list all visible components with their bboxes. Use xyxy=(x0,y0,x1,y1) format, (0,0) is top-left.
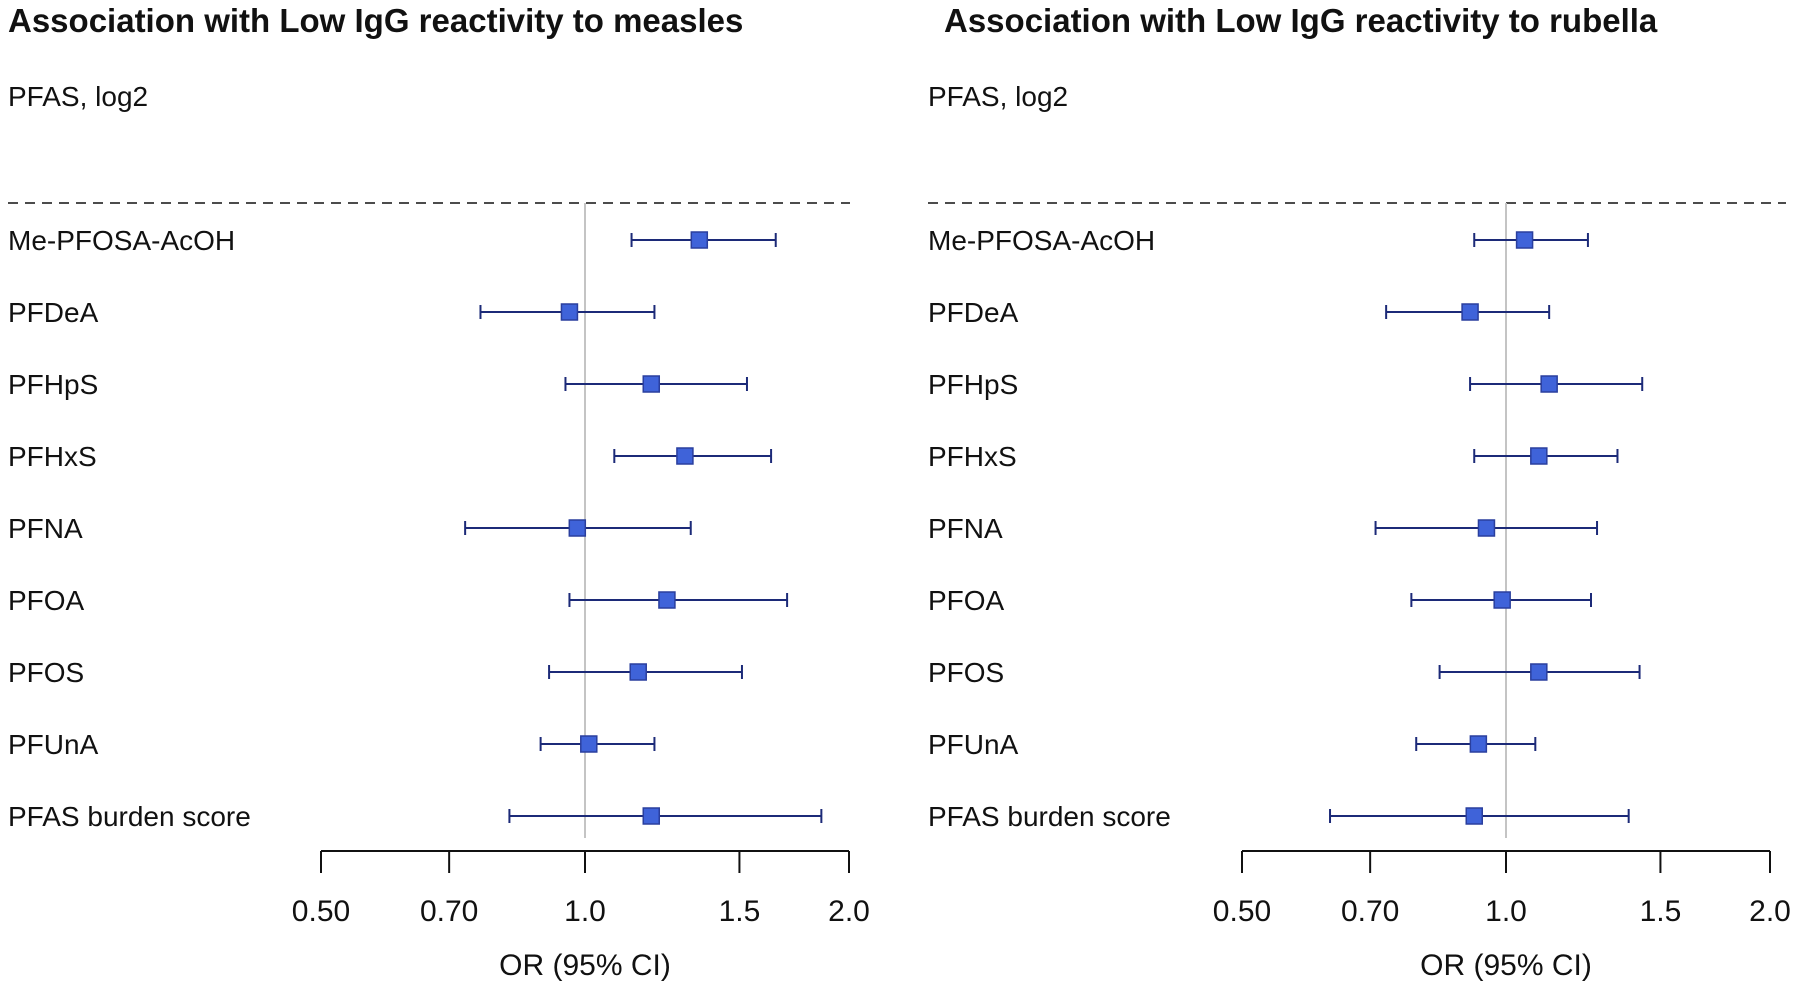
row-label: PFOS xyxy=(928,657,1004,688)
or-point-marker xyxy=(568,519,587,537)
or-point-marker xyxy=(690,231,709,249)
forest-row: PFAS burden score xyxy=(8,801,823,832)
forest-row: PFHpS xyxy=(8,369,748,400)
forest-row: PFOS xyxy=(8,657,743,688)
or-point-marker xyxy=(1493,591,1511,609)
or-point-marker xyxy=(1465,807,1483,825)
row-label: PFDeA xyxy=(8,297,99,328)
or-point-marker xyxy=(629,663,647,681)
or-point-marker xyxy=(1530,663,1548,681)
x-axis: 0.50 0.70 1.0 1.5 2.0 xyxy=(292,850,870,928)
or-point-marker xyxy=(1540,375,1558,393)
row-label: PFDeA xyxy=(928,297,1019,328)
forest-row: PFNA xyxy=(928,513,1599,544)
row-label: PFNA xyxy=(928,513,1003,544)
panel-rows: Me-PFOSA-AcOH PFDeA PFHpS PFHxS PFNA PFOA PFOS… xyxy=(928,203,1644,838)
x-tick-label: 2.0 xyxy=(1749,895,1791,928)
forest-row: PFHpS xyxy=(928,369,1644,400)
row-label: PFHpS xyxy=(928,369,1018,400)
x-tick-label: 1.5 xyxy=(1640,895,1682,928)
or-point-marker xyxy=(1461,303,1479,321)
forest-row: PFHxS xyxy=(928,441,1619,472)
row-label: PFHxS xyxy=(928,441,1017,472)
x-tick-label: 0.70 xyxy=(420,895,478,928)
row-label: PFAS burden score xyxy=(928,801,1171,832)
x-tick-label: 2.0 xyxy=(828,895,870,928)
or-point-marker xyxy=(1530,447,1548,465)
or-point-marker xyxy=(642,807,661,825)
or-point-marker xyxy=(1469,735,1488,753)
x-tick-label: 0.50 xyxy=(1213,895,1271,928)
row-label: PFNA xyxy=(8,513,83,544)
panel-measles: Association with Low IgG reactivity to m… xyxy=(8,2,870,982)
x-tick-label: 0.70 xyxy=(1341,895,1399,928)
x-tick-label: 1.5 xyxy=(719,895,761,928)
row-label: PFOA xyxy=(928,585,1005,616)
x-tick-label: 1.0 xyxy=(1485,895,1527,928)
panel-title: Association with Low IgG reactivity to r… xyxy=(944,2,1658,39)
row-label: PFOS xyxy=(8,657,84,688)
row-label: PFAS burden score xyxy=(8,801,251,832)
x-axis: 0.50 0.70 1.0 1.5 2.0 xyxy=(1213,850,1791,928)
x-axis-label: OR (95% CI) xyxy=(499,949,671,982)
or-point-marker xyxy=(560,303,579,321)
row-label: PFHpS xyxy=(8,369,98,400)
row-label: PFOA xyxy=(8,585,85,616)
or-point-marker xyxy=(676,447,694,465)
forest-row: Me-PFOSA-AcOH xyxy=(8,225,777,256)
row-label: Me-PFOSA-AcOH xyxy=(928,225,1155,256)
forest-row: PFDeA xyxy=(928,297,1551,328)
forest-row: PFAS burden score xyxy=(928,801,1630,832)
row-label: PFUnA xyxy=(8,729,99,760)
row-label: Me-PFOSA-AcOH xyxy=(8,225,235,256)
or-point-marker xyxy=(658,591,676,609)
forest-row: PFHxS xyxy=(8,441,773,472)
or-point-marker xyxy=(1477,519,1496,537)
forest-row: PFNA xyxy=(8,513,692,544)
x-tick-label: 0.50 xyxy=(292,895,350,928)
panel-title: Association with Low IgG reactivity to m… xyxy=(8,2,743,39)
group-label: PFAS, log2 xyxy=(8,81,148,112)
x-tick-label: 1.0 xyxy=(564,895,606,928)
or-point-marker xyxy=(580,735,598,753)
forest-row: PFDeA xyxy=(8,297,656,328)
or-point-marker xyxy=(1515,231,1534,249)
x-axis-label: OR (95% CI) xyxy=(1420,949,1592,982)
forest-row: PFUnA xyxy=(928,729,1537,760)
forest-row: PFOA xyxy=(8,585,789,616)
forest-row: PFUnA xyxy=(8,729,656,760)
group-label: PFAS, log2 xyxy=(928,81,1068,112)
row-label: PFUnA xyxy=(928,729,1019,760)
forest-row: Me-PFOSA-AcOH xyxy=(928,225,1589,256)
panel-rows: Me-PFOSA-AcOH PFDeA PFHpS PFHxS PFNA PFOA PFOS… xyxy=(8,203,823,838)
or-point-marker xyxy=(642,375,661,393)
forest-row: PFOA xyxy=(928,585,1592,616)
forest-row: PFOS xyxy=(928,657,1641,688)
row-label: PFHxS xyxy=(8,441,97,472)
panel-rubella: Association with Low IgG reactivity to r… xyxy=(928,2,1791,982)
